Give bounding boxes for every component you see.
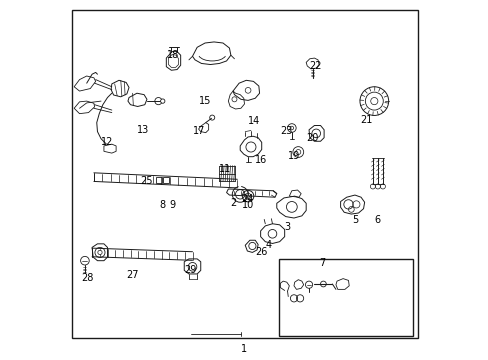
Text: 22: 22: [308, 61, 321, 71]
Text: 4: 4: [265, 239, 271, 249]
Text: 27: 27: [126, 270, 139, 280]
Text: 14: 14: [248, 116, 260, 126]
Text: 13: 13: [137, 125, 149, 135]
Text: 7: 7: [319, 258, 325, 268]
Text: 17: 17: [192, 126, 205, 135]
Bar: [155, 177, 162, 183]
Text: 26: 26: [255, 247, 267, 257]
Text: 5: 5: [351, 215, 357, 225]
Text: 28: 28: [81, 273, 93, 283]
Text: 23: 23: [280, 126, 292, 135]
Text: 24: 24: [241, 194, 253, 204]
Circle shape: [98, 250, 102, 255]
Text: 11: 11: [218, 164, 230, 174]
Bar: [278, 259, 412, 336]
Text: 18: 18: [167, 50, 179, 60]
Circle shape: [289, 126, 293, 130]
Text: 2: 2: [229, 198, 236, 208]
Bar: [163, 177, 169, 183]
Text: 10: 10: [242, 200, 254, 210]
Text: 1: 1: [241, 344, 247, 354]
Text: 21: 21: [360, 115, 372, 125]
Circle shape: [160, 99, 164, 103]
Text: 29: 29: [183, 265, 196, 275]
Text: 25: 25: [141, 176, 153, 186]
Text: 16: 16: [254, 155, 266, 165]
Text: 6: 6: [373, 215, 380, 225]
Text: 8: 8: [160, 200, 165, 210]
Text: 19: 19: [287, 150, 300, 161]
Text: 12: 12: [101, 138, 114, 147]
Text: 20: 20: [306, 133, 318, 143]
Text: 15: 15: [199, 96, 211, 106]
Text: 3: 3: [284, 222, 290, 232]
Text: 9: 9: [169, 200, 175, 210]
